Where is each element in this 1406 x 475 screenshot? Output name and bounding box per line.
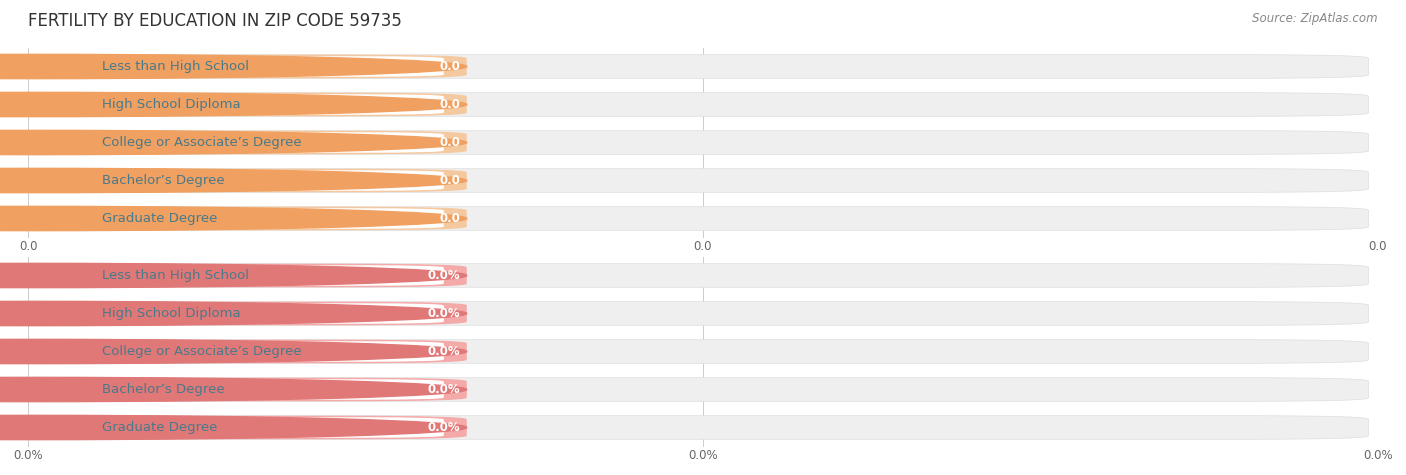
FancyBboxPatch shape (86, 303, 444, 324)
Circle shape (0, 301, 467, 326)
Circle shape (0, 206, 467, 231)
FancyBboxPatch shape (86, 417, 444, 438)
Text: Less than High School: Less than High School (103, 60, 249, 73)
Circle shape (0, 415, 467, 440)
FancyBboxPatch shape (35, 340, 467, 363)
Text: 0.0%: 0.0% (427, 421, 460, 434)
Circle shape (0, 130, 467, 155)
Text: 0.0: 0.0 (439, 212, 460, 225)
Text: 0.0: 0.0 (439, 174, 460, 187)
FancyBboxPatch shape (35, 302, 467, 325)
FancyBboxPatch shape (35, 302, 1368, 325)
Text: High School Diploma: High School Diploma (103, 307, 240, 320)
Text: High School Diploma: High School Diploma (103, 98, 240, 111)
FancyBboxPatch shape (35, 169, 1368, 192)
Text: Less than High School: Less than High School (103, 269, 249, 282)
FancyBboxPatch shape (35, 131, 1368, 154)
Text: Bachelor’s Degree: Bachelor’s Degree (103, 174, 225, 187)
Circle shape (0, 168, 467, 193)
Circle shape (0, 339, 467, 364)
Text: 0.0%: 0.0% (427, 269, 460, 282)
FancyBboxPatch shape (35, 340, 1368, 363)
FancyBboxPatch shape (35, 55, 467, 78)
FancyBboxPatch shape (86, 341, 444, 362)
FancyBboxPatch shape (35, 264, 1368, 287)
Circle shape (0, 92, 467, 117)
FancyBboxPatch shape (35, 378, 1368, 401)
Circle shape (0, 263, 467, 288)
Text: 0.0: 0.0 (439, 60, 460, 73)
Text: Bachelor’s Degree: Bachelor’s Degree (103, 383, 225, 396)
FancyBboxPatch shape (35, 55, 1368, 78)
FancyBboxPatch shape (86, 379, 444, 400)
FancyBboxPatch shape (35, 416, 1368, 439)
FancyBboxPatch shape (35, 416, 467, 439)
Text: 0.0%: 0.0% (427, 345, 460, 358)
Text: 0.0: 0.0 (439, 136, 460, 149)
FancyBboxPatch shape (35, 378, 467, 401)
FancyBboxPatch shape (35, 207, 1368, 230)
Text: 0.0%: 0.0% (427, 383, 460, 396)
FancyBboxPatch shape (86, 170, 444, 191)
Text: Source: ZipAtlas.com: Source: ZipAtlas.com (1253, 12, 1378, 25)
FancyBboxPatch shape (35, 169, 467, 192)
FancyBboxPatch shape (35, 264, 467, 287)
FancyBboxPatch shape (86, 56, 444, 77)
Circle shape (0, 377, 467, 402)
Text: 0.0%: 0.0% (427, 307, 460, 320)
FancyBboxPatch shape (35, 131, 467, 154)
Text: 0.0: 0.0 (439, 98, 460, 111)
Circle shape (0, 54, 467, 79)
FancyBboxPatch shape (35, 93, 467, 116)
FancyBboxPatch shape (35, 93, 1368, 116)
Text: College or Associate’s Degree: College or Associate’s Degree (103, 345, 302, 358)
FancyBboxPatch shape (86, 208, 444, 229)
Text: College or Associate’s Degree: College or Associate’s Degree (103, 136, 302, 149)
FancyBboxPatch shape (86, 132, 444, 153)
Text: Graduate Degree: Graduate Degree (103, 212, 218, 225)
FancyBboxPatch shape (86, 94, 444, 115)
FancyBboxPatch shape (35, 207, 467, 230)
Text: FERTILITY BY EDUCATION IN ZIP CODE 59735: FERTILITY BY EDUCATION IN ZIP CODE 59735 (28, 12, 402, 30)
FancyBboxPatch shape (86, 265, 444, 286)
Text: Graduate Degree: Graduate Degree (103, 421, 218, 434)
